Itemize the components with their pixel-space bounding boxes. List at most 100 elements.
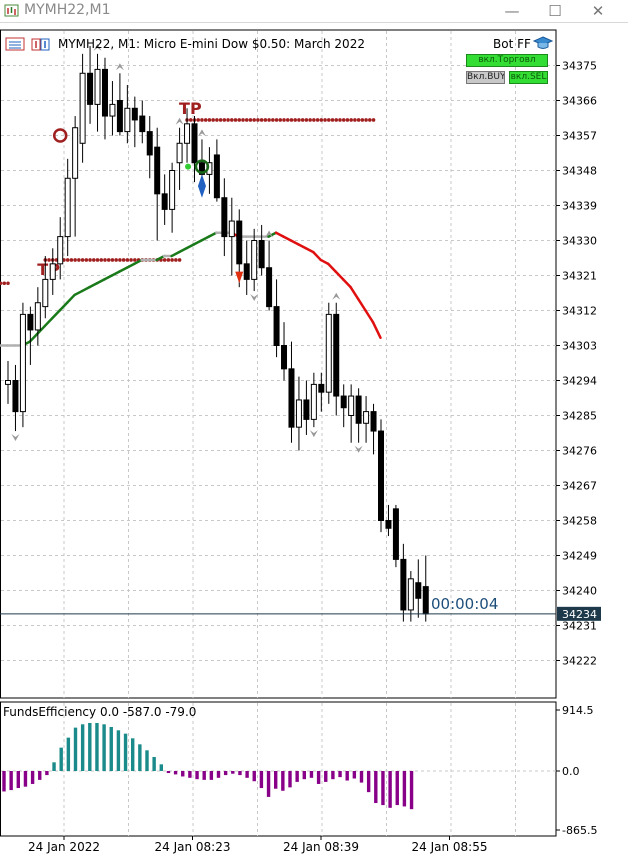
- candle: [161, 174, 168, 225]
- bull-candle-body: [169, 170, 176, 210]
- tp-dot: [338, 118, 342, 122]
- tp-dot: [2, 281, 7, 286]
- trade-on-button[interactable]: вкл.Торговл: [466, 54, 548, 67]
- candle: [191, 116, 198, 183]
- histogram-bar: [231, 771, 235, 774]
- tp-dot: [334, 118, 339, 122]
- candle: [355, 388, 362, 443]
- ma-segment: [118, 266, 129, 273]
- histogram-bar: [116, 730, 121, 771]
- tp-dot: [274, 118, 279, 122]
- candle: [295, 376, 302, 451]
- candle: [154, 127, 161, 241]
- price-axis: 34375 34366 34357 34348 34339 34330 34321 34312…: [0, 60, 601, 837]
- histogram-bar: [266, 771, 271, 797]
- tp-dot: [356, 118, 361, 122]
- tp-dot: [203, 118, 208, 122]
- price-chart[interactable]: TP TP 34375 34366 34357 34348 34339 34330 34321…: [0, 22, 628, 862]
- bull-candle-body: [19, 313, 26, 413]
- histogram-bar: [202, 771, 206, 780]
- ma-segment: [364, 309, 375, 324]
- histogram-bar: [173, 771, 178, 775]
- tp-dot: [91, 258, 96, 262]
- ma-segment: [341, 278, 352, 289]
- candle: [72, 116, 79, 237]
- chart-description: MYMH22, M1: Micro E-mini Dow $0.50: Marc…: [58, 37, 365, 51]
- histogram-bar: [38, 771, 42, 780]
- fractal-marker: [11, 434, 20, 442]
- tp-dot: [188, 118, 193, 122]
- oneclick-trade-icon[interactable]: [31, 37, 53, 51]
- bull-candle-body: [176, 142, 183, 164]
- bull-candle-body: [57, 236, 64, 265]
- close-icon[interactable]: ✕: [591, 2, 605, 20]
- histogram-bar: [359, 771, 364, 783]
- ma-segment: [312, 250, 323, 262]
- y-tick-label: 34330: [562, 235, 597, 248]
- sell-on-button[interactable]: вкл.SEL: [509, 71, 548, 84]
- tp-dot: [241, 118, 245, 122]
- histogram-bar: [288, 771, 292, 788]
- chart-app-icon: [4, 4, 19, 17]
- price-plot-frame: [0, 29, 557, 699]
- candle: [378, 419, 384, 533]
- ma-segment: [274, 231, 285, 238]
- bull-candle-body: [49, 263, 56, 280]
- bear-candle-body: [161, 193, 168, 210]
- minimize-icon[interactable]: —: [504, 2, 520, 20]
- bear-candle-body: [273, 306, 280, 347]
- tp-dot: [207, 118, 212, 122]
- bull-candle-body: [228, 220, 235, 238]
- window-titlebar: MYMH22,M1 — ☐ ✕: [0, 0, 628, 23]
- fractal-marker: [309, 430, 318, 438]
- moving-average: [0, 231, 382, 347]
- candle: [109, 81, 116, 136]
- tp-dot: [77, 258, 81, 262]
- tp-dot: [110, 258, 115, 262]
- bear-candle-body: [236, 220, 243, 265]
- trade-markers: [11, 43, 363, 453]
- tp-dot: [118, 258, 122, 262]
- histogram-bar: [66, 737, 71, 771]
- candles: [5, 46, 429, 622]
- bull-candle-body: [407, 578, 414, 611]
- tp-dot: [166, 258, 171, 262]
- bear-candle-body: [415, 582, 422, 599]
- tp-dot: [326, 118, 331, 122]
- histogram-bar: [195, 771, 199, 780]
- tp-dot: [6, 281, 10, 286]
- y-tick-label: 34258: [562, 515, 597, 528]
- ma-segment: [103, 274, 114, 281]
- candle: [5, 361, 11, 404]
- ma-segment: [95, 278, 106, 285]
- candle: [19, 302, 26, 428]
- tp-dot: [312, 118, 316, 122]
- candle: [79, 53, 86, 163]
- histogram-bar: [159, 764, 163, 771]
- histogram-bar: [223, 771, 228, 776]
- buy-on-button[interactable]: Вкл.BUY: [466, 71, 505, 84]
- ma-segment: [58, 301, 69, 312]
- tp-dot: [65, 258, 70, 262]
- tp-dot: [95, 258, 100, 262]
- y-tick-label: 34303: [562, 340, 597, 353]
- candle: [281, 322, 288, 381]
- y-tick-label: 34357: [562, 130, 597, 143]
- tp-dot: [330, 118, 335, 122]
- tp-dot: [349, 118, 353, 122]
- trade-panel-icon[interactable]: [5, 37, 27, 51]
- histogram-bar: [152, 756, 156, 771]
- fractal-marker: [115, 63, 124, 71]
- bull-candle-body: [251, 240, 258, 280]
- bear-candle-body: [400, 558, 407, 611]
- histogram-bar: [316, 771, 321, 784]
- candle: [221, 178, 228, 257]
- histogram-bar: [388, 771, 392, 808]
- graduation-cap-icon[interactable]: [533, 35, 553, 51]
- bear-candle-body: [12, 380, 19, 413]
- maximize-icon[interactable]: ☐: [548, 2, 562, 20]
- candle: [64, 158, 71, 257]
- bear-candle-body: [392, 508, 399, 560]
- tp-dot: [200, 118, 204, 122]
- candle: [370, 403, 377, 455]
